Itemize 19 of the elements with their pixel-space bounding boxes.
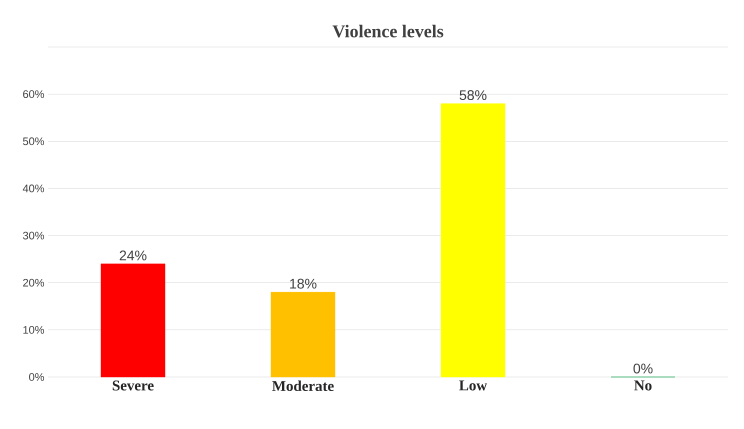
bar [270,292,336,378]
x-tick-label: Low [459,380,488,390]
y-tick-label: 20% [23,278,44,287]
data-label: 0% [633,364,653,374]
data-label: 24% [120,250,146,260]
chart-title: Violence levels [332,24,444,38]
x-tick-label: No [634,380,652,390]
y-tick-label: 60% [23,90,44,98]
y-tick-label: 0% [29,373,44,381]
data-label: 18% [290,278,316,289]
y-tick-label: 50% [22,137,44,146]
bar [440,103,506,378]
y-tick-label: 40% [22,184,44,192]
y-tick-label: 10% [23,326,44,334]
x-tick-label: Moderate [272,380,334,392]
bar [100,264,166,378]
data-label: 58% [460,90,486,100]
x-tick-label: Severe [112,380,154,391]
y-tick-label: 30% [22,232,44,240]
